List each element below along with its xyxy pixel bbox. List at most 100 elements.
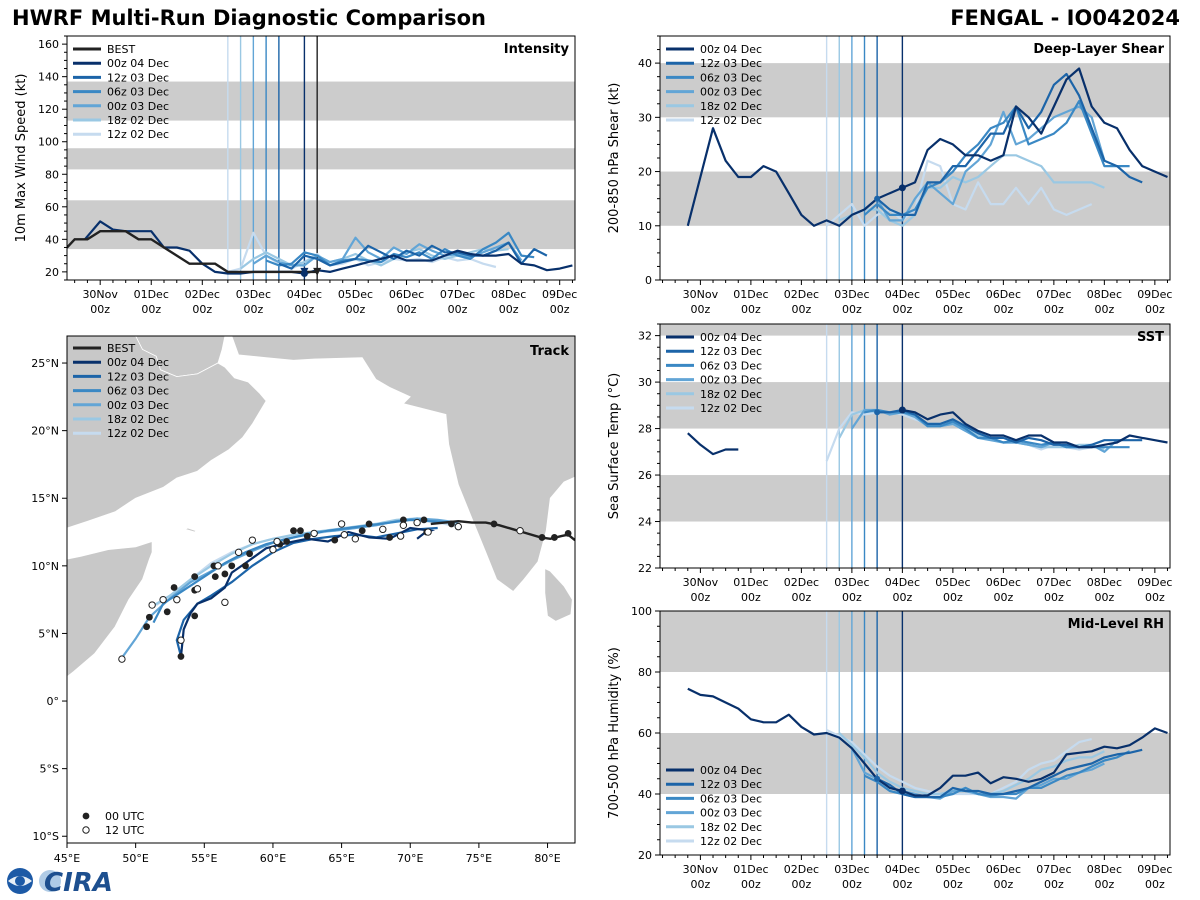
rh-ytick-label: 20	[638, 849, 652, 862]
page-title: HWRF Multi-Run Diagnostic Comparison	[12, 6, 487, 30]
storm-id-title: FENGAL - IO042024	[950, 6, 1180, 30]
rh-xtick-hour: 00z	[993, 878, 1013, 891]
intensity-xtick-hour: 00z	[397, 303, 417, 316]
shear-xtick-hour: 00z	[741, 303, 761, 316]
track-point-12utc	[337, 520, 346, 528]
rh-ytick-label: 60	[638, 727, 652, 740]
intensity-xtick-hour: 00z	[448, 303, 468, 316]
track-run-line	[152, 518, 452, 624]
sst-ylabel: Sea Surface Temp (°C)	[607, 373, 622, 520]
track-legend-label: 00z 03 Dec	[107, 399, 169, 412]
intensity-best-line	[67, 230, 318, 274]
shear-ytick-label: 40	[638, 57, 652, 70]
rh-plot-area	[687, 687, 1168, 800]
intensity-xtick-date: 01Dec	[134, 288, 169, 301]
shear-ytick-label: 20	[638, 166, 652, 179]
track-point-12utc	[159, 595, 167, 604]
track-point-12utc	[248, 536, 257, 544]
track-point-12utc	[173, 595, 181, 604]
intensity-xtick-date: 08Dec	[491, 288, 526, 301]
track-ytick-label: 25°N	[31, 357, 59, 370]
track-ytick-label: 15°N	[31, 492, 59, 505]
shear-xtick-date: 02Dec	[784, 288, 819, 301]
track-frame	[66, 335, 576, 844]
shear-xtick-date: 03Dec	[834, 288, 869, 301]
shear-xtick-hour: 00z	[943, 303, 963, 316]
rh-title: Mid-Level RH	[1068, 617, 1164, 632]
track-point-00utc	[163, 608, 171, 616]
shear-ylabel: 200-850 hPa Shear (kt)	[607, 83, 622, 234]
shear-legend-label: 00z 03 Dec	[700, 86, 762, 99]
sst-xtick-date: 30Nov	[683, 576, 719, 589]
sst-plot-area	[687, 406, 1168, 462]
sst-legend-label: 12z 03 Dec	[700, 345, 762, 358]
sst-ytick-label: 28	[638, 423, 652, 436]
rh-xtick-hour: 00z	[842, 878, 862, 891]
intensity-xtick-hour: 00z	[192, 303, 212, 316]
track-xtick-label: 70°E	[397, 852, 423, 865]
shear-xtick-date: 06Dec	[986, 288, 1021, 301]
sst-xtick-hour: 00z	[691, 591, 711, 604]
sst-xtick-hour: 00z	[1145, 591, 1165, 604]
intensity-plot-area	[67, 220, 573, 277]
track-legend-label: 06z 03 Dec	[107, 385, 169, 398]
track-panel: 45°E 50°E 55°E 60°E 65°E 70°E 75°E 80°E 10°S 5°S 0…	[31, 335, 576, 865]
sst-band	[660, 382, 1170, 429]
rh-xtick-date: 04Dec	[885, 863, 920, 876]
track-point-12utc	[118, 655, 126, 663]
shear-ytick-label: 0	[645, 274, 652, 287]
intensity-panel: 20 40 60 80 100 120 140 160 30Nov 00z 01Dec 00z 02De…	[14, 35, 577, 316]
track-best-point	[516, 526, 524, 535]
rh-band	[660, 611, 1170, 672]
sst-xtick-hour: 00z	[842, 591, 862, 604]
cira-logo-icon	[7, 868, 61, 894]
shear-series-line	[838, 154, 1105, 227]
land-polygon	[67, 540, 153, 678]
sst-xtick-hour: 00z	[791, 591, 811, 604]
rh-legend-label: 18z 02 Dec	[700, 821, 762, 834]
intensity-xtick-hour: 00z	[499, 303, 519, 316]
intensity-xtick-date: 09Dec	[542, 288, 577, 301]
shear-xtick-hour: 00z	[691, 303, 711, 316]
track-point-12utc	[273, 537, 281, 546]
track-xtick-label: 75°E	[466, 852, 492, 865]
track-point-12utc	[379, 525, 387, 534]
track-point-12utc	[396, 532, 405, 540]
sst-legend-label: 06z 03 Dec	[700, 359, 762, 372]
intensity-ytick-label: 160	[38, 38, 59, 51]
track-point-00utc	[331, 536, 339, 544]
sst-title: SST	[1137, 330, 1164, 345]
intensity-series-line	[84, 220, 573, 275]
sst-legend-label: 00z 04 Dec	[700, 331, 762, 344]
point-legend-marker	[82, 826, 90, 834]
shear-xtick-hour: 00z	[842, 303, 862, 316]
shear-xtick-date: 01Dec	[733, 288, 768, 301]
track-point-00utc	[297, 527, 304, 535]
rh-xtick-date: 08Dec	[1087, 863, 1122, 876]
shear-xtick-date: 08Dec	[1087, 288, 1122, 301]
track-point-12utc	[221, 598, 229, 607]
sst-xtick-hour: 00z	[993, 591, 1013, 604]
sst-xtick-hour: 00z	[943, 591, 963, 604]
track-point-00utc	[358, 527, 366, 535]
sst-init-marker	[874, 409, 881, 416]
shear-init-marker	[898, 184, 906, 192]
intensity-xtick-date: 02Dec	[185, 288, 220, 301]
rh-legend-label: 12z 03 Dec	[700, 778, 762, 791]
shear-xtick-date: 09Dec	[1137, 288, 1172, 301]
shear-ytick-label: 10	[638, 220, 652, 233]
sst-xtick-date: 02Dec	[784, 576, 819, 589]
track-ytick-label: 20°N	[31, 425, 59, 438]
intensity-legend-label: BEST	[107, 43, 135, 56]
rh-xtick-date: 06Dec	[986, 863, 1021, 876]
sst-legend-label: 00z 03 Dec	[700, 374, 762, 387]
point-legend-label: 00 UTC	[105, 810, 145, 823]
track-point-00utc	[211, 573, 219, 581]
rh-series-line	[826, 729, 1092, 796]
shear-series-line	[686, 67, 1168, 227]
intensity-xtick-hour: 00z	[295, 303, 315, 316]
